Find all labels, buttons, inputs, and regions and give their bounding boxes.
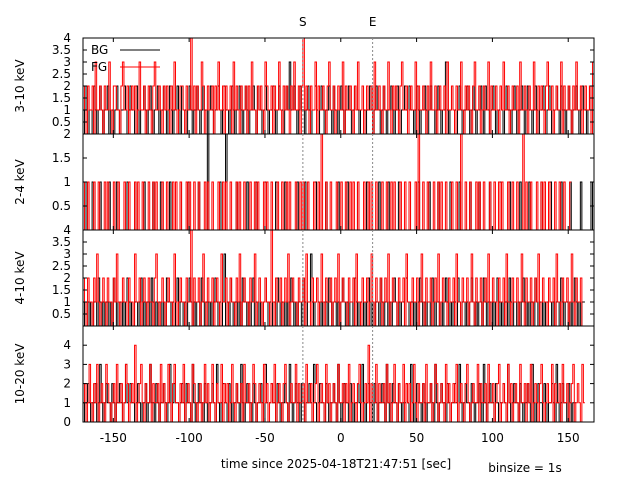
y-tick-label: 3.5 xyxy=(52,235,71,249)
x-tick-label: -100 xyxy=(176,431,203,445)
x-tick-label: -50 xyxy=(255,431,275,445)
panel-2: 0.5 1 1.5 2 2-4 keV xyxy=(13,127,595,231)
y-tick-label: 2.5 xyxy=(52,67,71,81)
y-tick-label: 3 xyxy=(63,55,71,69)
y-tick-label: 1 xyxy=(63,396,71,410)
series-line-fg xyxy=(83,38,594,134)
x-tick-label: 150 xyxy=(557,431,580,445)
y-tick-label: 4 xyxy=(63,223,71,237)
y-tick-label: 1.5 xyxy=(52,91,71,105)
y-tick-label: 2.5 xyxy=(52,259,71,273)
y-tick-label: 0.5 xyxy=(52,115,71,129)
legend-label-bg: BG xyxy=(91,43,108,57)
y-tick-label: 0 xyxy=(63,415,71,429)
y-tick-label: 2 xyxy=(63,79,71,93)
x-tick-label: -150 xyxy=(100,431,127,445)
y-tick-label: 4 xyxy=(63,338,71,352)
y-axis-label: 3-10 keV xyxy=(13,59,27,113)
x-tick-label: 0 xyxy=(337,431,345,445)
y-tick-label: 2 xyxy=(63,377,71,391)
x-tick-label: 50 xyxy=(409,431,424,445)
series-line-bg xyxy=(83,363,576,422)
x-axis: -150 -100 -50 0 50 100 150 xyxy=(100,38,580,445)
panel-1: 0.511.522.533.54 3-10 keV xyxy=(13,31,595,135)
marker-label-e: E xyxy=(369,15,377,29)
marker-label-s: S xyxy=(299,15,307,29)
y-tick-label: 1 xyxy=(63,175,71,189)
y-tick-label: 1 xyxy=(63,103,71,117)
y-axis-label: 2-4 keV xyxy=(13,158,27,204)
panel-frame xyxy=(82,325,595,423)
y-tick-label: 3.5 xyxy=(52,43,71,57)
y-tick-label: 2 xyxy=(63,271,71,285)
x-axis-label: time since 2025-04-18T21:47:51 [sec] xyxy=(221,457,451,471)
series-line-fg xyxy=(83,344,585,422)
y-tick-label: 0.5 xyxy=(52,307,71,321)
y-tick-label: 0.5 xyxy=(52,199,71,213)
legend: BG FG xyxy=(91,43,160,74)
series-line-fg xyxy=(83,134,572,230)
y-axis-label: 4-10 keV xyxy=(13,251,27,305)
panel-4: 0 1 2 3 4 10-20 keV xyxy=(13,325,595,429)
x-tick-label: 100 xyxy=(481,431,504,445)
y-tick-label: 3 xyxy=(63,357,71,371)
series-line-fg xyxy=(83,230,584,326)
panel-3: 0.511.522.533.54 4-10 keV xyxy=(13,223,595,327)
y-tick-label: 4 xyxy=(63,31,71,45)
y-tick-label: 1.5 xyxy=(52,151,71,165)
legend-label-fg: FG xyxy=(91,60,107,74)
y-tick-label: 3 xyxy=(63,247,71,261)
y-tick-label: 2 xyxy=(63,127,71,141)
y-axis-label: 10-20 keV xyxy=(13,343,27,405)
y-tick-label: 1.5 xyxy=(52,283,71,297)
y-tick-label: 1 xyxy=(63,295,71,309)
binsize-label: binsize = 1s xyxy=(488,461,561,475)
